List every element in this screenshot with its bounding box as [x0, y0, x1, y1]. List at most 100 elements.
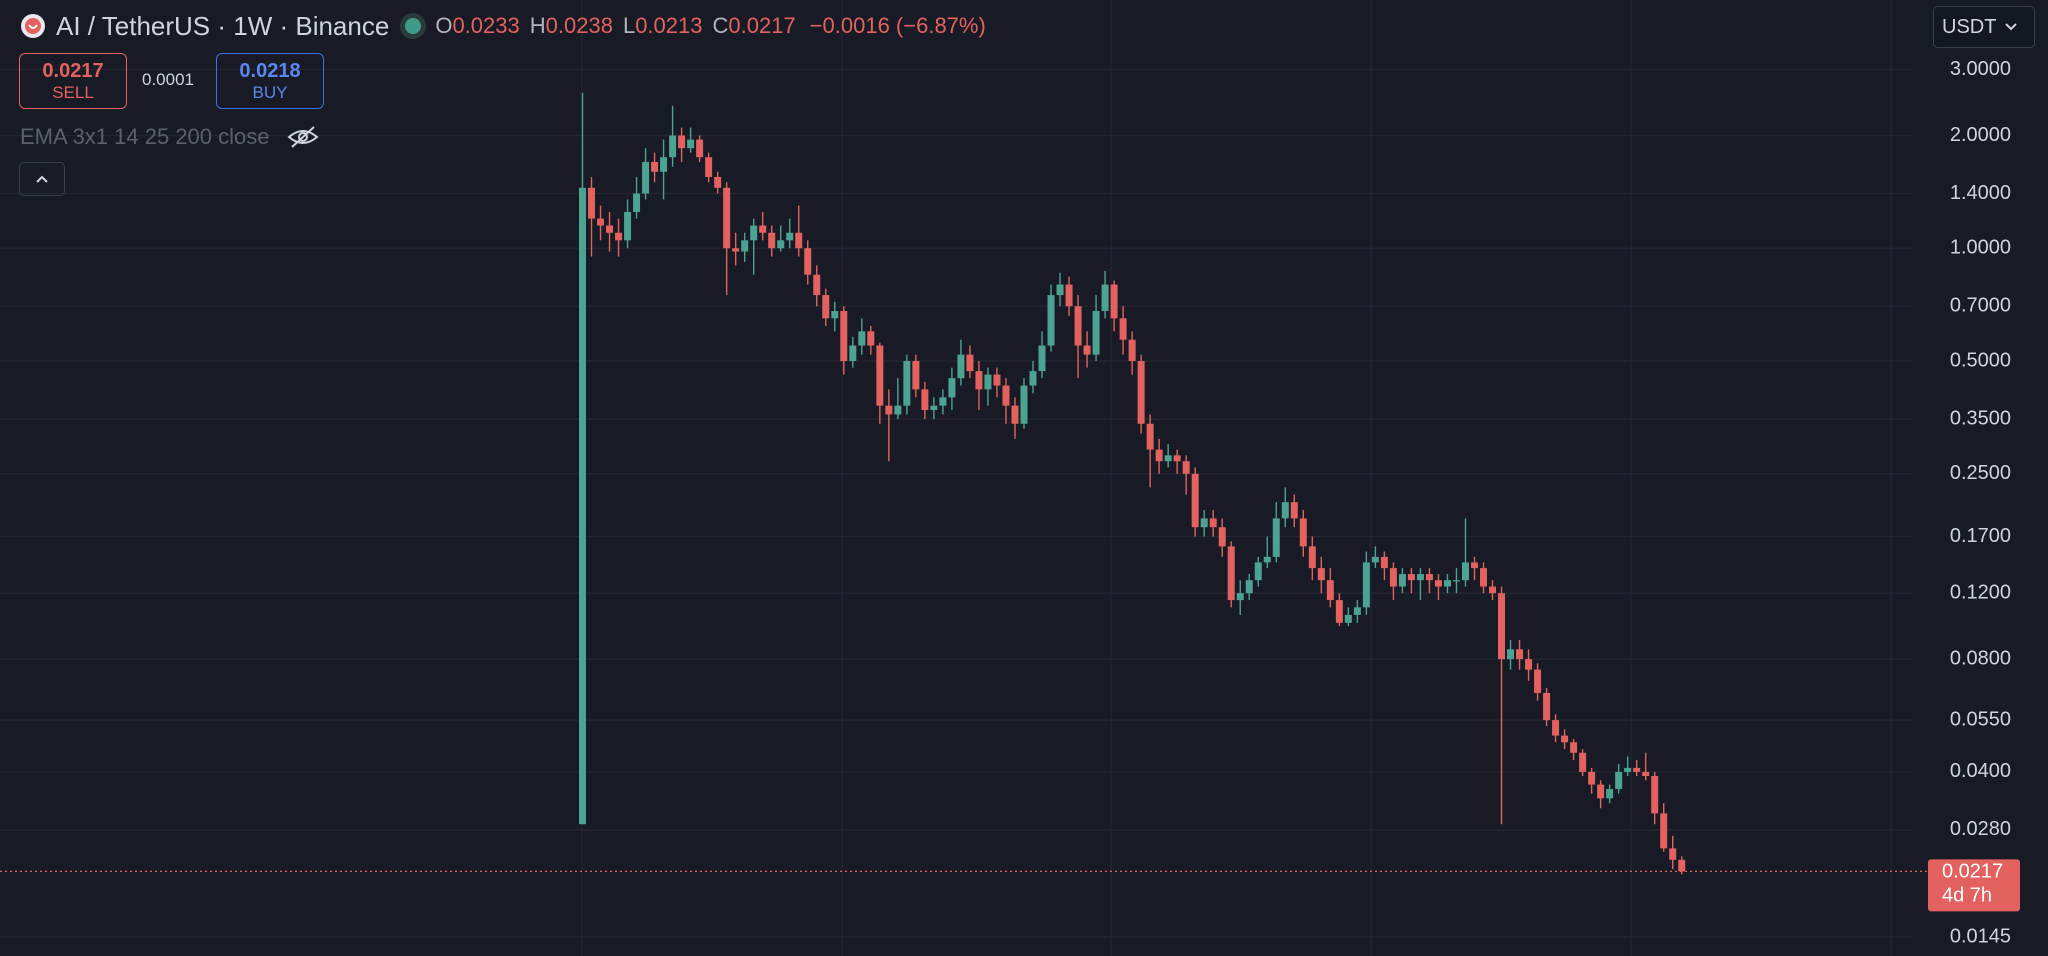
- candle-body: [1606, 789, 1614, 799]
- sell-label: SELL: [52, 82, 94, 102]
- candle-body: [1669, 848, 1677, 860]
- candle-body: [930, 405, 938, 411]
- candle-body: [1011, 405, 1019, 424]
- candle-body: [597, 218, 605, 226]
- sell-button[interactable]: 0.0217 SELL: [19, 53, 127, 109]
- y-tick-label: 3.0000: [1950, 58, 2011, 80]
- candle-body: [588, 187, 596, 219]
- candle-body: [1615, 771, 1623, 790]
- symbol-logo: [21, 14, 45, 38]
- candle-body: [1398, 574, 1406, 587]
- ohlc-high: H0.0238: [530, 13, 613, 39]
- candle-body: [1561, 735, 1569, 743]
- y-tick-label: 0.1200: [1950, 581, 2011, 603]
- candle-body: [1452, 580, 1460, 582]
- candle-body: [1660, 813, 1668, 849]
- visibility-icon[interactable]: [286, 124, 320, 150]
- candle-body: [1443, 580, 1451, 587]
- candle-body: [1389, 568, 1397, 587]
- candle-body: [1119, 318, 1127, 340]
- candle-body: [1525, 659, 1533, 670]
- candle-body: [957, 354, 965, 379]
- candle-body: [885, 405, 893, 415]
- candle-body: [1146, 423, 1154, 450]
- candle-body: [966, 354, 974, 372]
- ohlc-label: O: [435, 13, 453, 38]
- candle-body: [1678, 859, 1686, 872]
- candle-body: [1038, 345, 1046, 372]
- candle-body: [1173, 455, 1181, 462]
- ohlc-value: 0.0238: [545, 13, 613, 38]
- candle-body: [1272, 518, 1280, 557]
- candle-body: [1308, 546, 1316, 569]
- candle-body: [1651, 776, 1659, 814]
- candle-body: [714, 176, 722, 188]
- candle-body: [768, 232, 776, 249]
- candle-body: [1101, 284, 1109, 311]
- buy-button[interactable]: 0.0218 BUY: [216, 53, 324, 109]
- y-tick-label: 0.0400: [1950, 760, 2011, 782]
- candle-body: [1020, 385, 1028, 424]
- candle-body: [1380, 556, 1388, 569]
- candle-body: [669, 135, 677, 158]
- candle-body: [1362, 562, 1370, 608]
- candle-body: [1335, 600, 1343, 623]
- candle-body: [1633, 767, 1641, 772]
- last-price-box: [1928, 859, 2020, 912]
- candle-body: [1326, 580, 1334, 601]
- candle-body: [615, 232, 623, 241]
- candle-body: [921, 389, 929, 411]
- candle-body: [1588, 771, 1596, 785]
- candle-body: [903, 361, 911, 406]
- candle-body: [1570, 742, 1578, 753]
- candle-body: [1218, 527, 1226, 547]
- candle-body: [849, 345, 857, 362]
- candle-body: [939, 397, 947, 406]
- candle-body: [1254, 562, 1262, 581]
- candle-body: [1299, 518, 1307, 547]
- candle-body: [975, 371, 983, 390]
- collapse-button[interactable]: [19, 162, 65, 196]
- price-axis: 3.0000 2.0000 1.4000 1.0000 0.7000 0.5000 0.35…: [1950, 58, 2011, 947]
- currency-select[interactable]: USDT: [1933, 6, 2035, 48]
- candle-body: [1236, 593, 1244, 601]
- candle-body: [1534, 669, 1542, 693]
- candle-body: [948, 378, 956, 398]
- ohlc-value: 0.0233: [452, 13, 520, 38]
- candle-body: [696, 139, 704, 158]
- candle-body: [723, 187, 731, 249]
- candle-body: [1191, 473, 1199, 528]
- ohlc-open: O0.0233: [435, 13, 519, 39]
- candle-body: [1344, 614, 1352, 623]
- candle-body: [858, 331, 866, 346]
- spread: 0.0001: [142, 70, 194, 89]
- candle-body: [1074, 306, 1082, 346]
- candle-body: [984, 374, 992, 390]
- candle-body: [1200, 518, 1208, 528]
- candle-body: [678, 135, 686, 149]
- candle-body: [1579, 752, 1587, 772]
- candle-body: [1642, 771, 1650, 777]
- ohlc-close: C0.0217: [712, 13, 795, 39]
- price-change: −0.0016 (−6.87%): [809, 13, 986, 38]
- candle-body: [1128, 339, 1136, 362]
- candle-body: [687, 139, 695, 149]
- candle-body: [1407, 574, 1415, 581]
- candles: [579, 92, 1686, 875]
- candle-body: [1281, 502, 1289, 519]
- candle-body: [1371, 556, 1379, 563]
- symbol-title[interactable]: AI / TetherUS · 1W · Binance: [56, 10, 390, 41]
- y-tick-label: 2.0000: [1950, 124, 2011, 146]
- candle-body: [705, 157, 713, 177]
- candle-body: [741, 240, 749, 252]
- candle-body: [1092, 310, 1100, 355]
- indicator-name[interactable]: EMA 3x1 14 25 200 close: [20, 124, 270, 149]
- ohlc-value: 0.0213: [635, 13, 703, 38]
- y-tick-label: 0.1700: [1950, 525, 2011, 547]
- ohlc-label: L: [622, 13, 636, 38]
- candle-body: [732, 248, 740, 252]
